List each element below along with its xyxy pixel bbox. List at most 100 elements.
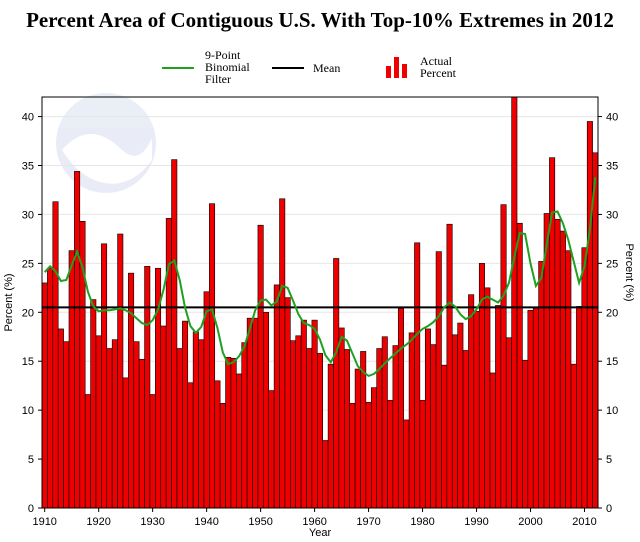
bar-1990 xyxy=(473,311,480,509)
bar-1919 xyxy=(90,299,97,509)
bar-1939 xyxy=(198,339,205,509)
bar-1943 xyxy=(219,402,226,509)
bar-1993 xyxy=(489,372,496,509)
bar-1998 xyxy=(516,222,523,509)
bar-1984 xyxy=(441,364,448,509)
bar-1965 xyxy=(338,327,345,509)
bar-1925 xyxy=(122,377,129,509)
bar-2002 xyxy=(538,261,545,509)
bar-1962 xyxy=(322,440,329,509)
bar-1987 xyxy=(457,322,464,509)
bar-1977 xyxy=(403,419,410,509)
x-tick-label: 1950 xyxy=(248,516,272,528)
legend-mean-label: Mean xyxy=(313,61,341,75)
bar-1942 xyxy=(214,380,221,509)
y-tick-label-right: 5 xyxy=(606,454,612,466)
bar-2000 xyxy=(527,310,534,509)
bar-1978 xyxy=(408,332,415,509)
x-axis-title: Year xyxy=(309,527,332,539)
y-tick-label-left: 10 xyxy=(22,405,34,417)
bar-2010 xyxy=(581,247,588,509)
bar-1983 xyxy=(435,251,442,509)
bar-1971 xyxy=(370,387,377,509)
bar-1915 xyxy=(68,250,75,509)
legend: 9-Point Binomial Filter Mean Actual Perc… xyxy=(0,0,640,100)
bar-1948 xyxy=(246,317,253,509)
bar-1985 xyxy=(446,223,453,509)
x-tick-label: 1920 xyxy=(86,516,110,528)
bar-1959 xyxy=(306,348,313,509)
bar-1976 xyxy=(397,308,404,509)
bar-1970 xyxy=(365,402,372,509)
bar-2004 xyxy=(549,157,556,509)
bar-1927 xyxy=(133,341,140,509)
legend-actual-label: Actual Percent xyxy=(420,54,456,80)
bar-1946 xyxy=(236,373,243,509)
bar-1944 xyxy=(225,356,232,509)
y-tick-label-left: 15 xyxy=(22,356,34,368)
bar-1999 xyxy=(522,359,529,509)
bar-1914 xyxy=(63,341,70,509)
bar-1928 xyxy=(138,358,145,509)
y-tick-label-left: 20 xyxy=(22,307,34,319)
legend-filter-label: 9-Point Binomial Filter xyxy=(205,48,250,86)
bar-1910 xyxy=(41,282,48,509)
bar-1936 xyxy=(182,320,189,509)
bar-1918 xyxy=(84,394,91,509)
y-tick-label-left: 0 xyxy=(28,503,34,515)
chart-title: Percent Area of Contiguous U.S. With Top… xyxy=(26,8,614,32)
bar-1921 xyxy=(101,243,108,509)
bar-1982 xyxy=(430,344,437,509)
bar-1920 xyxy=(95,335,102,509)
bar-1995 xyxy=(500,204,507,509)
y-tick-label-left: 5 xyxy=(28,454,34,466)
y-axis-title-right: Percent (%) xyxy=(623,243,635,301)
bar-1952 xyxy=(268,390,275,509)
bar-2011 xyxy=(586,121,593,509)
bar-1938 xyxy=(192,331,199,509)
bar-1992 xyxy=(484,287,491,509)
bar-2008 xyxy=(570,363,577,509)
plot-frame xyxy=(41,96,599,509)
bar-1989 xyxy=(468,294,475,509)
x-tick-label: 1910 xyxy=(32,516,56,528)
bar-1972 xyxy=(376,348,383,509)
bar-1956 xyxy=(290,340,297,509)
bar-1966 xyxy=(343,349,350,509)
axis-ticks: 0 0 5 5 10 10 15 15 20 20 25 25 30 30 35 35 40 40 1910 1920… xyxy=(22,112,619,528)
bar-1980 xyxy=(419,400,426,509)
bar-1955 xyxy=(284,297,291,509)
bar-1954 xyxy=(279,198,286,509)
bar-1929 xyxy=(144,265,151,509)
bar-2009 xyxy=(576,306,583,509)
bar-1913 xyxy=(57,328,64,509)
bar-1975 xyxy=(392,345,399,509)
x-tick-label: 1990 xyxy=(464,516,488,528)
bar-1996 xyxy=(505,337,512,509)
bar-1988 xyxy=(462,350,469,509)
bar-1949 xyxy=(252,317,259,509)
bar-1997 xyxy=(511,96,518,509)
bar-1969 xyxy=(360,351,367,509)
y-tick-label-left: 40 xyxy=(22,112,34,124)
bar-1930 xyxy=(149,394,156,509)
y-tick-label-right: 30 xyxy=(606,209,618,221)
bar-2006 xyxy=(559,230,566,509)
bar-1911 xyxy=(47,267,54,509)
bar-1963 xyxy=(327,363,334,509)
bar-1979 xyxy=(414,242,421,509)
bar-1923 xyxy=(111,339,118,509)
bar-1945 xyxy=(230,357,237,509)
bar-1935 xyxy=(176,348,183,509)
y-tick-label-right: 10 xyxy=(606,405,618,417)
bar-1958 xyxy=(300,319,307,509)
x-tick-label: 2000 xyxy=(518,516,542,528)
filter-line xyxy=(43,177,597,378)
bar-1922 xyxy=(106,348,113,509)
bar-2001 xyxy=(532,308,539,509)
bar-1947 xyxy=(241,342,248,509)
bar-1932 xyxy=(160,325,167,509)
bar-2005 xyxy=(554,219,561,509)
bar-1994 xyxy=(495,305,502,509)
